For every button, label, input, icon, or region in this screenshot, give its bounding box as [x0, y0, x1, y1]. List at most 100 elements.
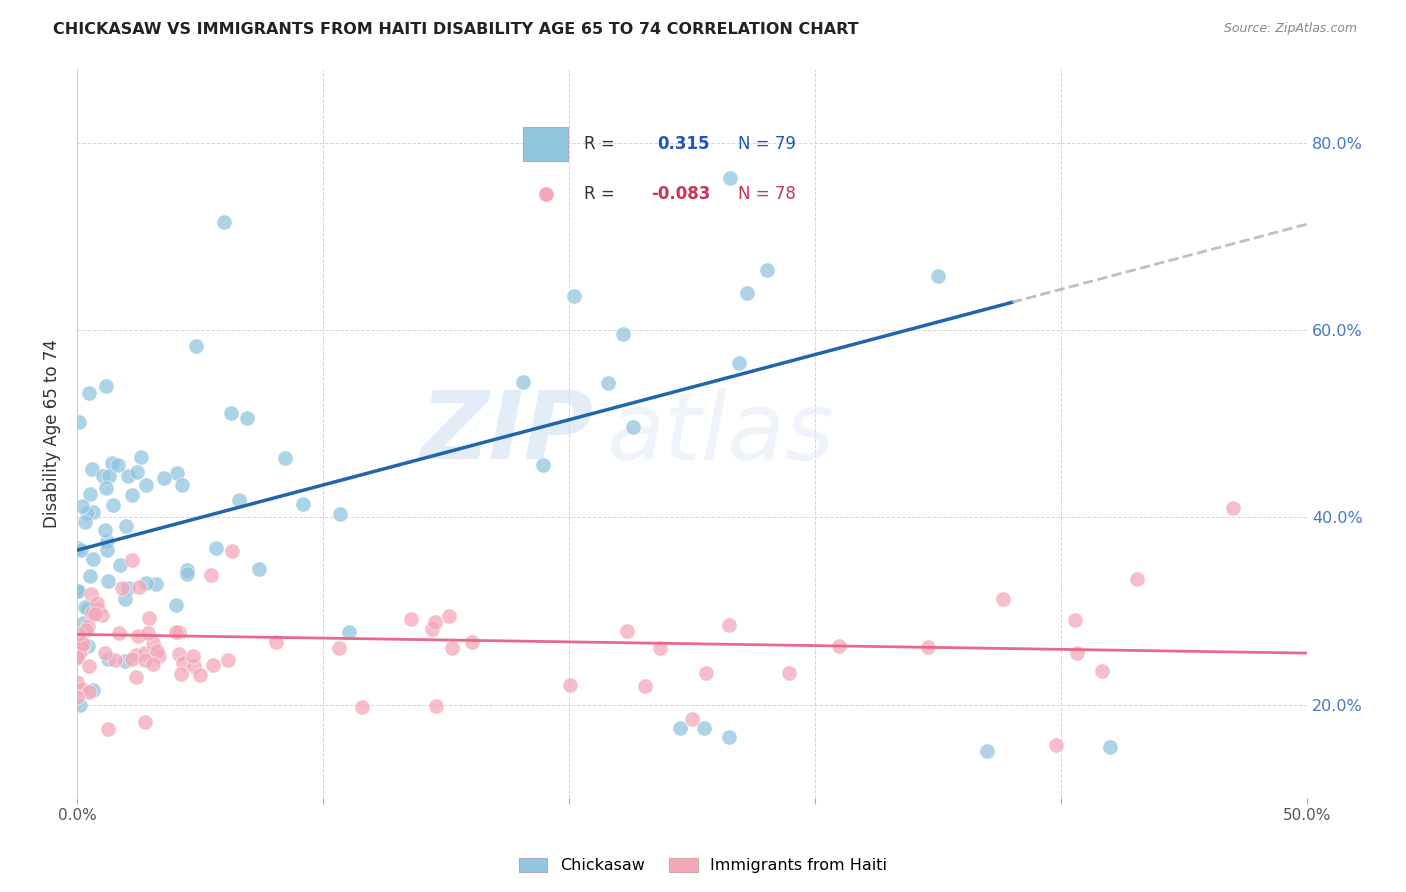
Point [66, 690, 89, 704]
Point [115, 519, 138, 533]
Point [79, 659, 101, 673]
Point [91, 607, 114, 622]
Point [138, 625, 160, 640]
Point [778, 665, 800, 680]
Point [94, 523, 117, 537]
Point [79, 569, 101, 583]
Point [66, 651, 89, 665]
Point [401, 612, 423, 626]
Point [616, 624, 638, 638]
Point [329, 507, 352, 521]
Point [176, 567, 198, 582]
Point [96, 543, 118, 558]
Point [87, 601, 110, 615]
Point [82, 606, 104, 620]
Point [75, 600, 97, 615]
Point [69, 637, 91, 651]
Text: ZIP: ZIP [420, 387, 593, 479]
Point [129, 450, 152, 464]
Point [114, 592, 136, 607]
Point [512, 376, 534, 390]
Point [927, 268, 949, 283]
Point [422, 622, 444, 636]
Point [219, 406, 242, 420]
Point [121, 488, 143, 502]
Point [138, 611, 160, 625]
Point [86, 596, 108, 610]
Point [70, 681, 93, 696]
Point [66, 584, 89, 599]
Point [70, 543, 93, 558]
Point [328, 640, 350, 655]
Point [104, 653, 127, 667]
Point [84, 607, 107, 621]
Point [693, 721, 716, 735]
Point [75, 624, 97, 638]
Point [128, 580, 150, 594]
Point [917, 640, 939, 655]
Point [142, 657, 165, 672]
Point [111, 581, 134, 595]
Point [190, 668, 212, 682]
Point [82, 551, 104, 566]
Point [217, 653, 239, 667]
Point [648, 640, 671, 655]
Point [80, 462, 103, 476]
Y-axis label: Disability Age 65 to 74: Disability Age 65 to 74 [44, 339, 60, 528]
Point [437, 608, 460, 623]
Point [98, 469, 121, 483]
Point [718, 731, 741, 745]
Point [107, 458, 129, 473]
Point [221, 544, 243, 558]
Point [461, 635, 484, 649]
Point [125, 648, 148, 662]
Point [531, 458, 554, 472]
Point [70, 499, 93, 513]
Point [718, 618, 741, 632]
Point [176, 564, 198, 578]
Point [127, 629, 149, 643]
Point [596, 376, 619, 390]
Point [94, 378, 117, 392]
Point [1066, 647, 1088, 661]
Point [67, 626, 90, 640]
Point [634, 679, 657, 693]
Point [165, 599, 187, 613]
Point [79, 487, 101, 501]
Point [107, 626, 129, 640]
Point [114, 654, 136, 668]
Point [117, 582, 139, 596]
Point [134, 715, 156, 730]
Point [205, 541, 228, 556]
Point [993, 591, 1015, 606]
Point [695, 665, 717, 680]
Point [101, 499, 124, 513]
Point [1126, 572, 1149, 586]
Point [292, 497, 315, 511]
Point [274, 451, 297, 466]
Point [97, 723, 120, 737]
Point [264, 635, 287, 649]
Point [142, 636, 165, 650]
Point [69, 698, 91, 713]
Point [73, 516, 96, 530]
Point [66, 583, 89, 598]
Point [976, 744, 998, 758]
Point [72, 616, 94, 631]
Point [228, 492, 250, 507]
Point [172, 656, 194, 670]
Point [82, 505, 104, 519]
Point [681, 712, 703, 726]
Legend: Chickasaw, Immigrants from Haiti: Chickasaw, Immigrants from Haiti [512, 851, 894, 880]
Point [82, 682, 104, 697]
Point [669, 721, 692, 735]
Point [828, 639, 851, 653]
Point [97, 652, 120, 666]
Point [184, 338, 207, 352]
Point [66, 675, 89, 690]
Point [67, 415, 90, 429]
Text: atlas: atlas [606, 388, 834, 479]
Point [612, 327, 634, 342]
Point [247, 562, 270, 576]
Point [170, 478, 193, 492]
